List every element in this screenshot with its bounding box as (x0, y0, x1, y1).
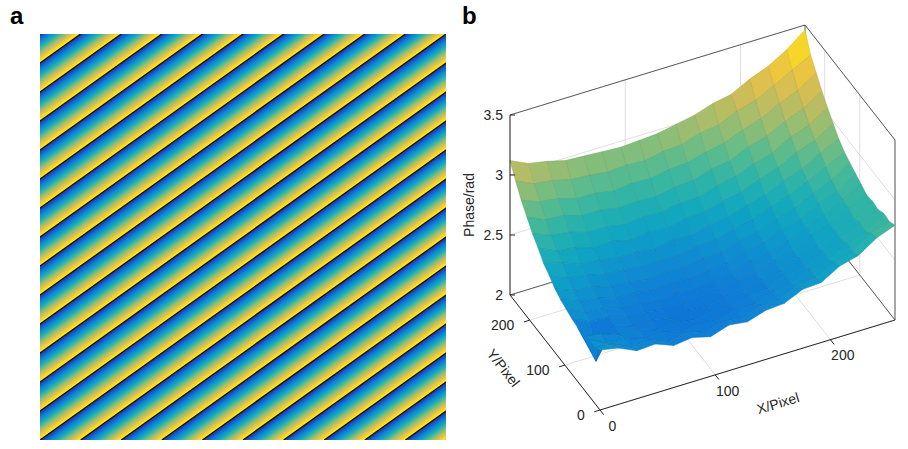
wrap-line (162, 34, 446, 440)
wrap-line (40, 34, 162, 440)
x-tick (715, 375, 719, 380)
wrap-line (40, 34, 81, 440)
wrap-line (324, 34, 446, 440)
wrap-line (284, 34, 446, 440)
wrap-line (40, 34, 446, 440)
surface-cell (705, 321, 729, 336)
y-tick (594, 410, 600, 412)
z-tick-label: 3.5 (484, 107, 504, 123)
z-tick (510, 235, 515, 236)
wrap-line (243, 34, 446, 440)
y-tick-label: 100 (526, 362, 550, 378)
grid-line (565, 275, 860, 365)
wrap-line (40, 34, 446, 440)
surface-cell (527, 217, 551, 235)
z-axis-line (510, 115, 511, 295)
surface (510, 30, 895, 361)
fringe-band (405, 34, 446, 440)
box-edge (510, 205, 805, 295)
y-tick-label: 0 (577, 407, 585, 423)
z-tick-label: 3 (495, 167, 503, 183)
surface-cell (871, 222, 895, 238)
surface-cell (555, 289, 579, 301)
wrap-line (121, 34, 446, 440)
surface-cell (594, 344, 618, 350)
axes: 0 100 200 0 100 200 2 2.5 3 3.5 X/Pixel Y/Pixel Phas… (461, 107, 895, 434)
box (510, 25, 895, 320)
surface-cell (510, 161, 534, 184)
grid-line (530, 230, 825, 320)
wrap-line (40, 34, 405, 440)
grid-line (510, 205, 805, 295)
x-tick-label: 100 (716, 383, 740, 399)
surface-panel: 0 100 200 0 100 200 2 2.5 3 3.5 X/Pixel Y/Pixel Phas… (461, 25, 895, 434)
y-tick-label: 200 (491, 317, 515, 333)
grid (510, 25, 895, 410)
z-tick (510, 115, 515, 116)
y-axis-title: Y/Pixel (484, 346, 523, 390)
x-axis-title: X/Pixel (755, 389, 801, 417)
grid-line (805, 205, 895, 320)
surface-cell (834, 252, 858, 266)
y-tick (559, 365, 565, 367)
wrap-line (81, 34, 446, 440)
wrap-line (405, 34, 446, 440)
z-axis-title: Phase/rad (461, 173, 477, 237)
surface-cell (538, 248, 562, 264)
y-tick (524, 320, 530, 322)
surface-cell (779, 286, 803, 304)
surface-cell (742, 305, 766, 321)
surface-cell (544, 263, 568, 279)
z-tick-label: 2 (495, 287, 503, 303)
figure: a 0 100 200 0 100 200 2 2.5 3 3.5 X/Pixel Y/Pixel Pha… (0, 0, 908, 449)
panel-label: b (462, 2, 477, 29)
x-axis-line (600, 320, 895, 410)
wrap-line (40, 34, 243, 440)
wrap-line (40, 34, 324, 440)
surface-cell (533, 234, 557, 251)
grid-line (510, 115, 511, 295)
surface-cell (816, 262, 840, 282)
surface-cell (681, 323, 705, 332)
z-tick (510, 295, 515, 296)
surface-cell (549, 276, 573, 291)
fringe-band (324, 34, 446, 440)
z-tick-label: 2.5 (484, 227, 504, 243)
y-axis-line (510, 295, 600, 410)
x-tick (830, 340, 834, 345)
surface-cell (853, 233, 877, 255)
box-edge (895, 140, 896, 320)
panel-label: a (10, 2, 24, 29)
surface-cell (668, 333, 692, 346)
x-tick (600, 410, 604, 415)
surface-cell (521, 200, 545, 220)
surface-cell (797, 278, 821, 290)
x-tick-label: 0 (608, 418, 616, 434)
x-tick-label: 200 (831, 347, 855, 363)
surface-cell (657, 323, 681, 332)
grid-line (895, 140, 896, 320)
z-tick (510, 175, 515, 176)
phase-image (40, 34, 446, 440)
surface-cell (516, 181, 540, 202)
box-edge (805, 205, 895, 320)
grid-line (600, 320, 895, 410)
wrap-line (40, 34, 446, 440)
wrap-line (365, 34, 446, 440)
